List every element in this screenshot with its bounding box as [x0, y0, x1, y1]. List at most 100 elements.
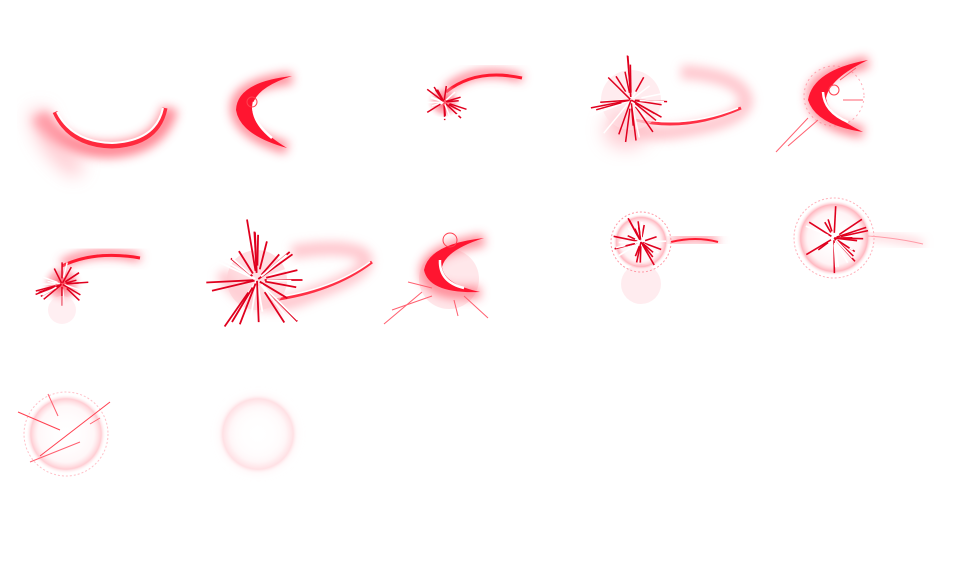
burst-ray	[634, 99, 662, 106]
burst-ray	[260, 253, 280, 276]
burst-ray	[805, 239, 832, 256]
burst-ray	[805, 225, 829, 237]
sprite-frame-5	[768, 0, 960, 192]
burst-ray	[53, 268, 63, 284]
burst-ray	[627, 234, 636, 240]
faded-ring-effect	[218, 394, 298, 474]
burst-ray	[211, 279, 255, 292]
burst-ray	[624, 71, 631, 94]
burst-ray	[637, 227, 642, 240]
burst-ray	[445, 103, 462, 119]
burst-ray	[66, 287, 80, 301]
burst-ray	[258, 241, 268, 270]
burst-ray	[449, 102, 467, 111]
sprite-frame-4	[576, 0, 768, 192]
burst-ray	[634, 245, 641, 257]
burst-ray	[238, 250, 254, 274]
burst-ray	[265, 280, 297, 289]
burst-ray	[836, 226, 867, 238]
burst-ray	[639, 246, 642, 263]
burst-ray	[65, 272, 80, 283]
burst-ray	[627, 227, 640, 241]
burst-ray	[635, 76, 645, 92]
arc-burst-effect	[206, 219, 373, 328]
burst-ray	[61, 266, 72, 284]
sprite-frame-8	[383, 192, 576, 384]
burst-ray	[62, 262, 68, 278]
burst-ray	[642, 242, 654, 253]
burst-ray	[260, 283, 299, 321]
burst-ray	[588, 99, 631, 118]
burst-ray	[426, 88, 443, 102]
burst-ray	[223, 291, 250, 328]
crescent-rays-effect	[775, 56, 870, 153]
burst-ray	[238, 283, 257, 325]
burst-ray	[647, 240, 667, 243]
burst-ray	[837, 224, 847, 235]
sprite-frame-1	[0, 0, 192, 192]
burst-ray	[445, 91, 456, 101]
burst-ray	[837, 239, 850, 249]
burst-ray	[256, 234, 259, 266]
burst-ray	[66, 282, 79, 285]
burst-ray	[431, 101, 444, 107]
slash-arc-effect	[29, 105, 178, 178]
burst-ray	[624, 108, 631, 143]
burst-ray	[836, 243, 849, 264]
burst-ray	[446, 99, 459, 103]
burst-ray	[817, 241, 829, 251]
burst-ray	[627, 56, 632, 97]
crescent-effect	[230, 72, 293, 154]
arc-burst-effect	[588, 55, 754, 148]
burst-ray	[641, 90, 673, 99]
burst-ray	[62, 283, 81, 296]
burst-ray	[445, 96, 461, 103]
burst-ray	[443, 85, 448, 101]
burst-ray	[42, 286, 57, 296]
burst-ray	[631, 99, 655, 115]
burst-ray	[231, 257, 252, 276]
burst-ring-effect	[610, 211, 719, 304]
burst-ray	[631, 104, 641, 138]
burst-ray	[600, 99, 631, 104]
burst-ray	[47, 280, 60, 285]
burst-ray	[231, 287, 254, 323]
burst-ray	[38, 285, 57, 294]
burst-ray	[615, 75, 627, 93]
arc-burst-effect	[421, 70, 523, 121]
burst-ray	[259, 280, 288, 299]
burst-ray	[625, 242, 636, 247]
burst-ray	[64, 284, 83, 292]
burst-ray	[840, 229, 869, 238]
burst-ray	[256, 280, 260, 323]
burst-ray	[603, 100, 631, 134]
sprite-frame-9	[576, 192, 768, 384]
burst-ray	[35, 285, 56, 292]
burst-ray	[443, 105, 447, 116]
burst-ray	[266, 279, 292, 282]
burst-ray	[838, 218, 863, 236]
burst-ray	[618, 242, 640, 257]
burst-ray	[260, 254, 288, 278]
burst-ray	[211, 258, 255, 280]
sprite-frame-2	[192, 0, 384, 192]
burst-ray	[206, 279, 254, 284]
burst-ray	[631, 100, 647, 118]
burst-ray	[65, 279, 77, 284]
fading-ring-effect	[17, 391, 111, 477]
sprite-frame-11	[0, 384, 192, 576]
burst-ray	[642, 241, 662, 251]
burst-ray	[639, 99, 665, 103]
burst-ray	[43, 284, 62, 300]
burst-ray	[263, 291, 286, 323]
burst-ray	[590, 99, 630, 109]
burst-ray	[254, 232, 258, 272]
sprite-frame-3	[384, 0, 576, 192]
burst-ray	[835, 239, 854, 259]
crescent-rays-effect	[383, 232, 489, 325]
burst-ray	[448, 104, 458, 110]
burst-ray	[628, 219, 641, 241]
burst-ray	[833, 242, 839, 267]
burst-ray	[607, 76, 631, 100]
